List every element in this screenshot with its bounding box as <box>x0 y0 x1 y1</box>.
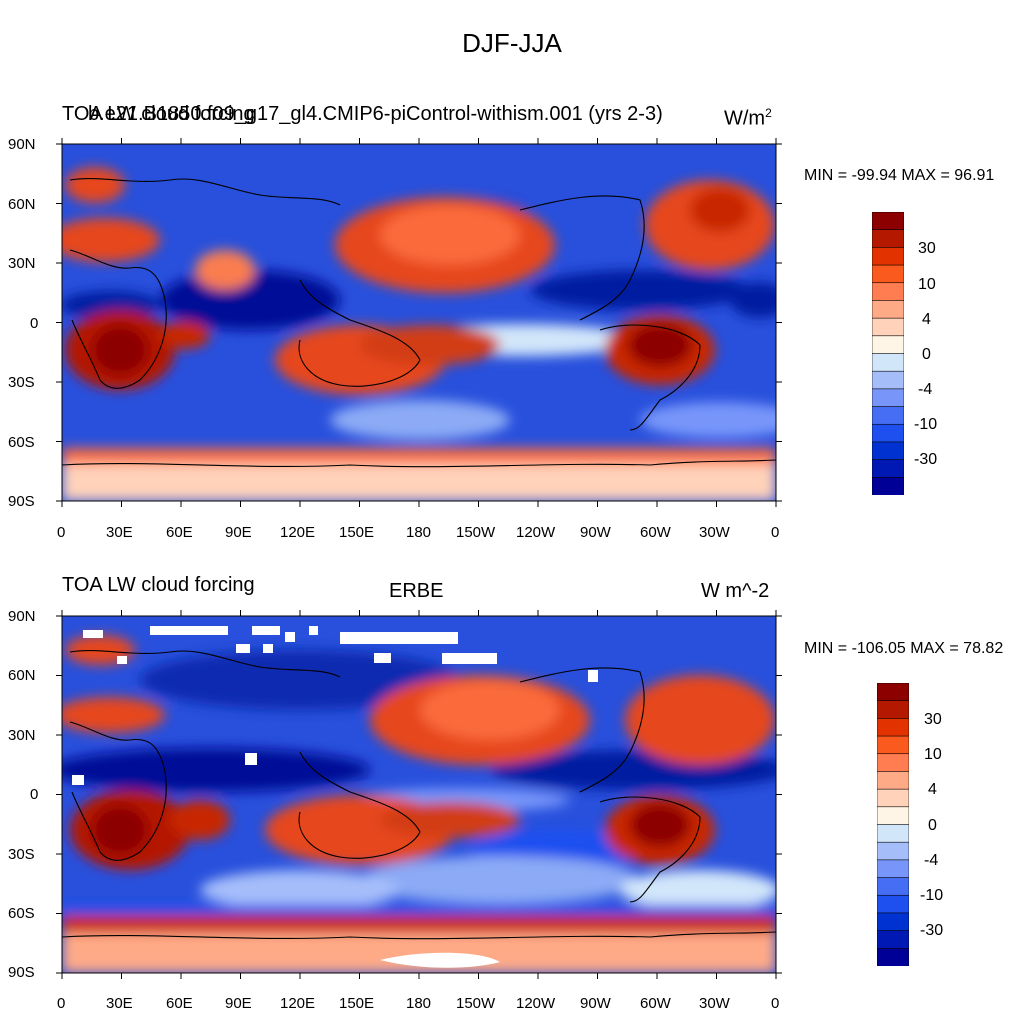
panel-obs-xtick: 60E <box>166 995 193 1012</box>
panel-model-units-sup: 2 <box>765 106 772 120</box>
panel-obs-xtick: 150E <box>339 995 375 1012</box>
panel-model-units-text: W/m <box>724 107 766 130</box>
panel-obs-xtick: 120W <box>516 995 556 1012</box>
panel-obs-colorbar-swatch <box>877 771 909 790</box>
panel-obs-ytick: 60N <box>8 667 36 684</box>
panel-model-cb-label: -10 <box>914 416 938 433</box>
panel-obs-cb-label: 30 <box>924 711 942 728</box>
panel-obs-xtick: 150W <box>456 995 496 1012</box>
panel-obs-cb-label: 10 <box>924 746 942 763</box>
panel-obs-xtick: 30W <box>699 995 730 1012</box>
panel-model-xtick: 60E <box>166 524 193 541</box>
panel-model-ytick: 0 <box>30 315 39 332</box>
panel-model-colorbar <box>872 212 904 495</box>
panel-obs-title-left: TOA LW cloud forcing <box>62 574 255 596</box>
panel-model-xtick: 30E <box>106 524 133 541</box>
panel-obs-field <box>62 616 776 973</box>
panel-model-cb-label: 10 <box>918 276 936 293</box>
panel-obs-ytick: 60S <box>8 905 35 922</box>
panel-obs-ytick: 30S <box>8 846 35 863</box>
panel-obs-cb-label: 4 <box>928 781 937 798</box>
panel-model-ytick: 30S <box>8 374 35 391</box>
panel-obs-colorbar-swatch <box>877 824 909 843</box>
panel-obs-colorbar-swatch <box>877 948 909 966</box>
panel-obs-ticks <box>56 610 782 979</box>
panel-model-xtick: 120W <box>516 524 556 541</box>
panel-model-xtick: 120E <box>280 524 316 541</box>
panel-obs-cb-label: -10 <box>920 887 944 904</box>
panel-obs-ytick: 0 <box>30 786 39 803</box>
panel-obs-colorbar-swatch <box>877 683 909 702</box>
panel-model-cb-label: 0 <box>922 346 931 363</box>
panel-model-ytick: 90N <box>8 136 36 153</box>
panel-obs-colorbar-swatch <box>877 735 909 755</box>
panel-model-xtick: 60W <box>640 524 671 541</box>
panel-obs-colorbar-swatch <box>877 806 909 826</box>
panel-model-xtick: 150W <box>456 524 496 541</box>
panel-obs-cb-label: -30 <box>920 922 944 939</box>
panel-obs-colorbar-swatch <box>877 753 909 773</box>
panel-model-units: W/m2 <box>724 106 772 131</box>
panel-obs-colorbar-swatch <box>877 788 909 808</box>
panel-obs-colorbar-swatch <box>877 859 909 879</box>
panel-obs-title-center: ERBE <box>389 580 444 602</box>
panel-obs-xtick: 0 <box>771 995 780 1012</box>
panel-model-xtick: 90E <box>225 524 252 541</box>
panel-model-xtick: 90W <box>580 524 611 541</box>
panel-model-field <box>62 144 776 501</box>
panel-obs-colorbar-swatch <box>877 894 909 914</box>
panel-obs-xtick: 90E <box>225 995 252 1012</box>
panel-model-ytick: 30N <box>8 255 36 272</box>
panel-obs-xtick: 120E <box>280 995 316 1012</box>
panel-obs-xtick: 60W <box>640 995 671 1012</box>
panel-model-minmax: MIN = -99.94 MAX = 96.91 <box>804 167 995 184</box>
panel-model-cb-label: -4 <box>918 381 933 398</box>
panel-obs-colorbar <box>877 683 909 966</box>
panel-model-title-left: TOA LW cloud forcing <box>62 103 255 125</box>
page-title: DJF-JJA <box>462 28 562 58</box>
panel-obs-units: W m^-2 <box>701 580 770 602</box>
panel-obs-xtick: 30E <box>106 995 133 1012</box>
panel-obs-colorbar-swatch <box>877 877 909 896</box>
panel-obs-xtick: 180 <box>406 995 432 1012</box>
panel-obs-colorbar-swatch <box>877 841 909 861</box>
panel-model-cb-label: 4 <box>922 311 931 328</box>
panel-model-title-overlap: b.e21.B1850.f09_g17_gl4.CMIP6-piControl-… <box>88 103 663 125</box>
panel-obs-missing <box>72 626 598 968</box>
panel-obs-xtick: 0 <box>57 995 66 1012</box>
panel-obs-colorbar-swatch <box>877 912 909 932</box>
panel-model-cb-label: 30 <box>918 240 936 257</box>
panel-model-xtick: 0 <box>771 524 780 541</box>
panel-obs-ytick: 30N <box>8 727 36 744</box>
panel-model-xtick: 180 <box>406 524 432 541</box>
panel-model-xtick: 150E <box>339 524 375 541</box>
panel-obs-colorbar-swatch <box>877 700 909 719</box>
panel-obs-cb-label: -4 <box>924 852 939 869</box>
panel-obs-cb-label: 0 <box>928 817 937 834</box>
panel-obs-coastlines <box>62 650 776 940</box>
panel-model-xtick: 30W <box>699 524 730 541</box>
panel-model-ticks <box>56 138 782 507</box>
panel-obs-ytick: 90S <box>8 964 35 981</box>
panel-obs-ytick: 90N <box>8 608 36 625</box>
panel-model-ytick: 60S <box>8 434 35 451</box>
panel-model-colorbar-swatch <box>872 477 904 495</box>
panel-model-ytick: 60N <box>8 196 36 213</box>
panel-obs-xtick: 90W <box>580 995 611 1012</box>
panel-obs-minmax: MIN = -106.05 MAX = 78.82 <box>804 640 1004 657</box>
panel-model-xtick: 0 <box>57 524 66 541</box>
panel-model-coastlines <box>62 178 776 468</box>
panel-model-ytick: 90S <box>8 493 35 510</box>
panel-obs-colorbar-swatch <box>877 718 909 737</box>
panel-obs-colorbar-swatch <box>877 930 909 949</box>
panel-model-cb-label: -30 <box>914 451 938 468</box>
